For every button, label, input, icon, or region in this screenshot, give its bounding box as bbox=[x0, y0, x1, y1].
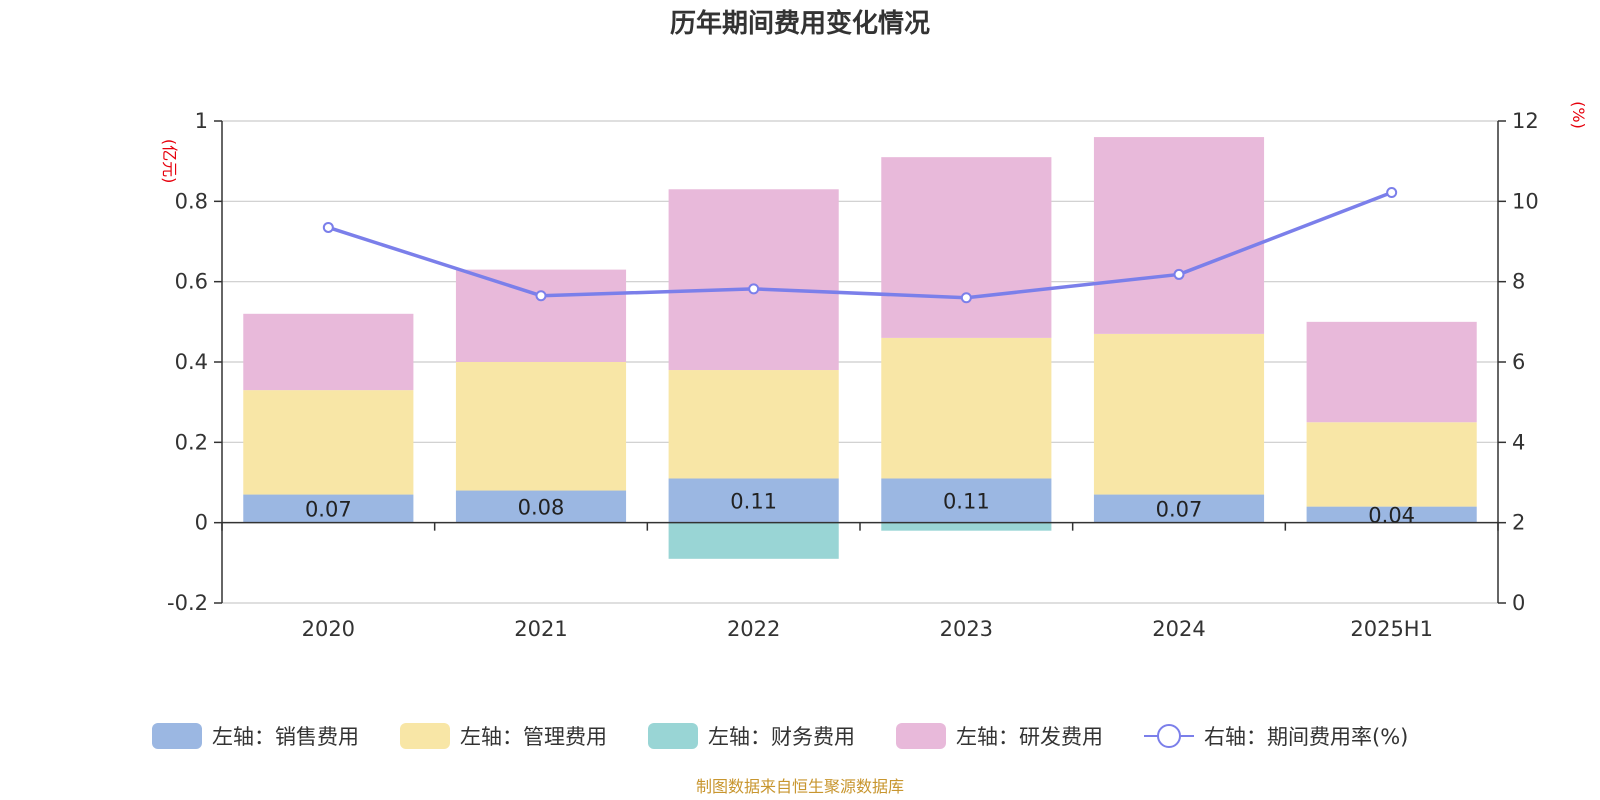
left-tick-label: 0.2 bbox=[175, 430, 208, 454]
bar bbox=[881, 522, 1052, 531]
rate-point bbox=[535, 290, 547, 302]
bar-data-label: 0.11 bbox=[943, 490, 990, 514]
left-tick-label: 0 bbox=[195, 511, 208, 535]
rate-point bbox=[960, 292, 972, 304]
right-tick-label: 10 bbox=[1512, 189, 1539, 213]
bar bbox=[243, 494, 414, 523]
category-label: 2025H1 bbox=[1350, 617, 1433, 641]
right-tick-label: 12 bbox=[1512, 109, 1539, 133]
legend-label: 左轴：财务费用 bbox=[708, 725, 855, 749]
bar-data-label: 0.11 bbox=[730, 490, 777, 514]
legend-swatch bbox=[400, 723, 450, 749]
legend-item[interactable]: 左轴：销售费用 bbox=[152, 723, 359, 749]
source-note: 制图数据来自恒生聚源数据库 bbox=[696, 777, 904, 796]
left-tick-label: -0.2 bbox=[167, 591, 208, 615]
bar-data-label: 0.07 bbox=[1156, 498, 1203, 522]
legend-label: 右轴：期间费用率(%) bbox=[1204, 725, 1408, 749]
left-tick-label: 0.6 bbox=[175, 270, 208, 294]
rate-point bbox=[322, 221, 334, 233]
bar-data-label: 0.07 bbox=[305, 498, 352, 522]
bars bbox=[243, 137, 1477, 559]
rate-point bbox=[1386, 186, 1398, 198]
right-tick-label: 8 bbox=[1512, 270, 1525, 294]
left-tick-label: 1 bbox=[195, 109, 208, 133]
legend-label: 左轴：销售费用 bbox=[212, 725, 359, 749]
bar bbox=[243, 313, 414, 391]
right-tick-label: 2 bbox=[1512, 511, 1525, 535]
left-tick-label: 0.4 bbox=[175, 350, 208, 374]
bar bbox=[1306, 506, 1477, 523]
bar bbox=[668, 522, 839, 559]
category-label: 2022 bbox=[727, 617, 780, 641]
bar bbox=[881, 478, 1052, 523]
legend-item[interactable]: 左轴：财务费用 bbox=[648, 723, 855, 749]
bar bbox=[1306, 321, 1477, 423]
category-label: 2023 bbox=[940, 617, 993, 641]
rate-line bbox=[322, 186, 1398, 304]
category-label: 2021 bbox=[514, 617, 567, 641]
left-axis-unit: (亿元) bbox=[160, 139, 179, 184]
rate-line-path bbox=[327, 190, 1393, 300]
legend-swatch bbox=[896, 723, 946, 749]
bar bbox=[1093, 494, 1265, 523]
bar bbox=[668, 189, 839, 371]
bar bbox=[455, 490, 627, 523]
category-label: 2020 bbox=[302, 617, 355, 641]
rate-point bbox=[1173, 268, 1185, 280]
bar bbox=[243, 390, 414, 495]
legend-item[interactable]: 左轴：管理费用 bbox=[400, 723, 607, 749]
legend-label: 左轴：研发费用 bbox=[956, 725, 1103, 749]
right-tick-label: 0 bbox=[1512, 591, 1525, 615]
legend-item[interactable]: 右轴：期间费用率(%) bbox=[1144, 724, 1408, 749]
bar bbox=[1306, 422, 1477, 507]
data-labels: 0.07 0.08 0.11 0.11 0.07 0.04 bbox=[305, 490, 1415, 528]
legend-item[interactable]: 左轴：研发费用 bbox=[896, 723, 1103, 749]
bar bbox=[1093, 333, 1265, 495]
chart-title: 历年期间费用变化情况 bbox=[670, 8, 930, 39]
bar bbox=[455, 269, 627, 362]
left-tick-label: 0.8 bbox=[175, 189, 208, 213]
legend-label: 左轴：管理费用 bbox=[460, 725, 607, 749]
bar bbox=[668, 370, 839, 479]
legend-marker bbox=[1157, 724, 1181, 748]
bar-data-label: 0.08 bbox=[518, 496, 565, 520]
bar bbox=[881, 337, 1052, 479]
right-axis-unit: (%) bbox=[1569, 101, 1588, 129]
grid bbox=[222, 120, 1498, 604]
legend-swatch bbox=[152, 723, 202, 749]
bar bbox=[455, 362, 627, 491]
category-label: 2024 bbox=[1152, 617, 1205, 641]
legend: 左轴：销售费用 左轴：管理费用 左轴：财务费用 左轴：研发费用 右轴：期间费用率(%) bbox=[152, 723, 1408, 749]
legend-swatch bbox=[648, 723, 698, 749]
bar bbox=[881, 157, 1052, 338]
right-tick-label: 4 bbox=[1512, 430, 1525, 454]
rate-point bbox=[748, 283, 760, 295]
bar-data-label: 0.04 bbox=[1368, 504, 1415, 528]
right-tick-label: 6 bbox=[1512, 350, 1525, 374]
bar bbox=[668, 478, 839, 523]
bar bbox=[1093, 137, 1265, 334]
